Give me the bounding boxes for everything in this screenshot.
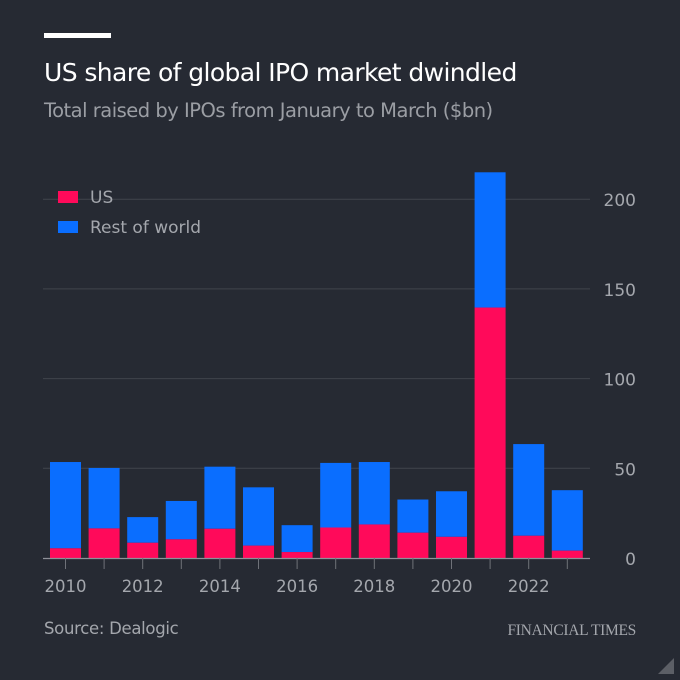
x-tick-label: 2020	[431, 577, 473, 596]
bar-rest-of-world-2019	[397, 499, 429, 533]
bar-rest-of-world-2017	[320, 462, 352, 528]
legend-swatch	[58, 191, 78, 203]
bar-us-2018	[358, 524, 390, 558]
bar-us-2019	[397, 532, 429, 558]
source-note: Source: Dealogic	[44, 619, 179, 638]
legend: US Rest of world	[58, 188, 201, 238]
gridlines	[43, 198, 590, 469]
y-tick-label: 150	[604, 281, 636, 301]
x-tick-label: 2012	[122, 577, 164, 596]
chart-subtitle: Total raised by IPOs from January to Mar…	[44, 99, 493, 122]
brand-logo: FINANCIAL TIMES	[507, 622, 636, 639]
chart-title: US share of global IPO market dwindled	[44, 58, 517, 87]
x-tick-label: 2016	[276, 577, 318, 596]
y-tick-label: 100	[604, 371, 636, 391]
x-tick-label: 2022	[508, 577, 550, 596]
bar-rest-of-world-2020	[436, 491, 467, 537]
x-tick-label: 2018	[353, 577, 395, 596]
bar-us-2016	[281, 552, 313, 558]
y-axis: 0 50 100 150 200	[604, 191, 636, 570]
bar-rest-of-world-2018	[358, 462, 390, 525]
header-rule	[44, 33, 111, 38]
bar-rest-of-world-2016	[281, 525, 313, 553]
legend-swatch	[58, 221, 78, 233]
bar-us-2015	[243, 545, 274, 558]
bar-us-2010	[50, 548, 81, 558]
bars	[50, 172, 583, 558]
bar-rest-of-world-2015	[243, 487, 274, 546]
bar-rest-of-world-2014	[204, 466, 236, 529]
y-tick-label: 0	[625, 550, 636, 570]
legend-label: US	[90, 188, 113, 208]
bar-rest-of-world-2021	[474, 172, 506, 308]
legend-label: Rest of world	[90, 218, 201, 238]
bar-us-2022	[513, 535, 545, 558]
bar-us-2011	[88, 528, 120, 558]
bar-us-2020	[436, 536, 467, 558]
corner-resize-icon	[658, 658, 674, 674]
bar-rest-of-world-2011	[88, 467, 120, 529]
x-tick-label: 2010	[45, 577, 87, 596]
y-tick-label: 50	[614, 460, 636, 480]
legend-item-rest-of-world: Rest of world	[58, 218, 201, 238]
bar-us-2021	[474, 307, 506, 558]
bar-us-2014	[204, 528, 236, 558]
bar-rest-of-world-2012	[127, 517, 159, 543]
x-axis: 2010 2012 2014 2016 2018 2020 2022	[43, 557, 590, 596]
bar-us-2012	[127, 542, 159, 558]
bar-rest-of-world-2013	[165, 500, 197, 540]
bar-us-2017	[320, 527, 352, 558]
y-tick-label: 200	[604, 191, 636, 211]
bar-rest-of-world-2010	[50, 462, 81, 549]
bar-rest-of-world-2023	[551, 490, 583, 551]
bar-us-2013	[165, 539, 197, 558]
bar-us-2023	[551, 550, 583, 558]
bar-rest-of-world-2022	[513, 444, 545, 536]
x-tick-label: 2014	[199, 577, 241, 596]
legend-item-us: US	[58, 188, 113, 208]
